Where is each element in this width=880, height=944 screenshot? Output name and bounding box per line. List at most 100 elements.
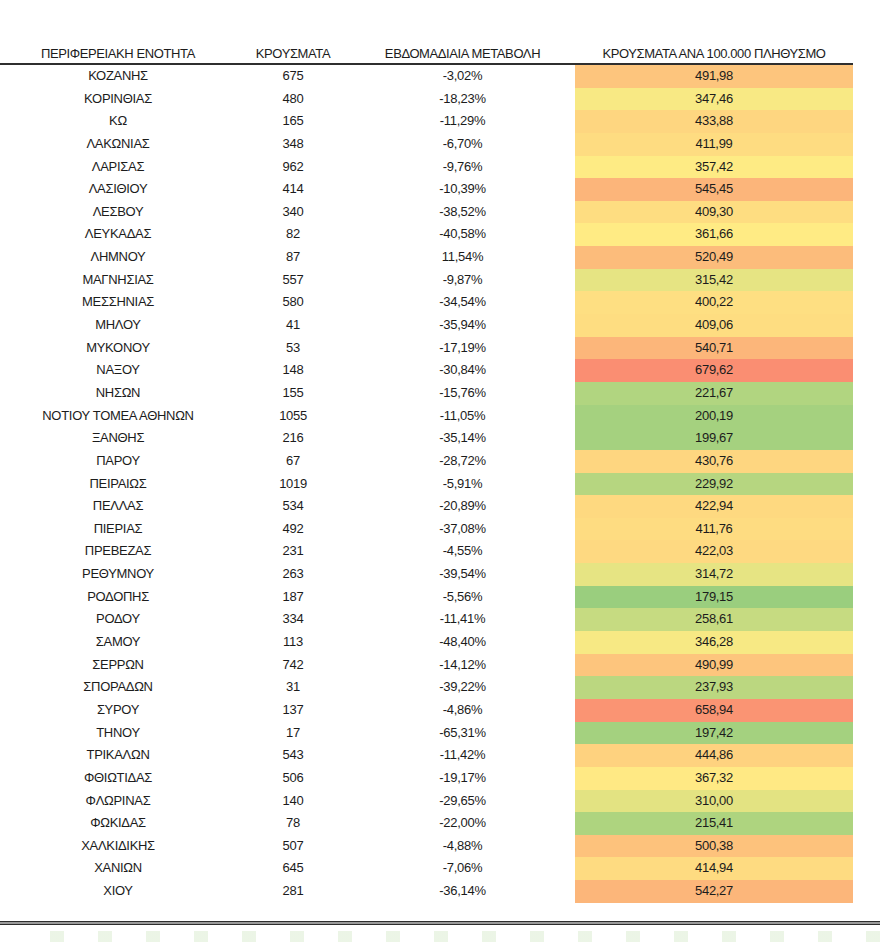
regional-cases-table: ΠΕΡΙΦΕΡΕΙΑΚΗ ΕΝΟΤΗΤΑ ΚΡΟΥΣΜΑΤΑ ΕΒΔΟΜΑΔΙΑ… xyxy=(0,0,853,903)
region-name-cell: ΚΟΡΙΝΘΙΑΣ xyxy=(0,88,236,111)
column-header-cases: ΚΡΟΥΣΜΑΤΑ xyxy=(236,46,350,61)
cases-cell: 187 xyxy=(236,586,350,609)
per-100k-cell: 422,94 xyxy=(575,495,853,518)
weekly-change-cell: -39,22% xyxy=(350,676,575,699)
weekly-change-cell: -65,31% xyxy=(350,722,575,745)
weekly-change-cell: -5,91% xyxy=(350,473,575,496)
covid-regional-table-page: ΠΕΡΙΦΕΡΕΙΑΚΗ ΕΝΟΤΗΤΑ ΚΡΟΥΣΜΑΤΑ ΕΒΔΟΜΑΔΙΑ… xyxy=(0,0,880,944)
weekly-change-cell: -38,52% xyxy=(350,201,575,224)
weekly-change-cell: -4,88% xyxy=(350,835,575,858)
table-row: ΡΕΘΥΜΝΟΥ263-39,54%314,72 xyxy=(0,563,853,586)
table-row: ΠΡΕΒΕΖΑΣ231-4,55%422,03 xyxy=(0,540,853,563)
table-row: ΛΑΡΙΣΑΣ962-9,76%357,42 xyxy=(0,156,853,179)
cases-cell: 962 xyxy=(236,156,350,179)
table-row: ΠΕΛΛΑΣ534-20,89%422,94 xyxy=(0,495,853,518)
cases-cell: 82 xyxy=(236,223,350,246)
weekly-change-cell: -22,00% xyxy=(350,812,575,835)
per-100k-cell: 400,22 xyxy=(575,291,853,314)
cases-cell: 480 xyxy=(236,88,350,111)
cases-cell: 675 xyxy=(236,65,350,88)
table-row: ΚΩ165-11,29%433,88 xyxy=(0,110,853,133)
per-100k-cell: 411,99 xyxy=(575,133,853,156)
cases-cell: 414 xyxy=(236,178,350,201)
table-row: ΝΑΞΟΥ148-30,84%679,62 xyxy=(0,359,853,382)
per-100k-cell: 361,66 xyxy=(575,223,853,246)
weekly-change-cell: -40,58% xyxy=(350,223,575,246)
table-row: ΣΠΟΡΑΔΩΝ31-39,22%237,93 xyxy=(0,676,853,699)
region-name-cell: ΛΑΚΩΝΙΑΣ xyxy=(0,133,236,156)
per-100k-cell: 545,45 xyxy=(575,178,853,201)
table-row: ΤΗΝΟΥ17-65,31%197,42 xyxy=(0,722,853,745)
weekly-change-cell: -5,56% xyxy=(350,586,575,609)
weekly-change-cell: -30,84% xyxy=(350,359,575,382)
weekly-change-cell: -10,39% xyxy=(350,178,575,201)
cases-cell: 580 xyxy=(236,291,350,314)
table-row: ΣΕΡΡΩΝ742-14,12%490,99 xyxy=(0,654,853,677)
table-row: ΛΕΣΒΟΥ340-38,52%409,30 xyxy=(0,201,853,224)
cases-cell: 557 xyxy=(236,269,350,292)
per-100k-cell: 258,61 xyxy=(575,608,853,631)
cases-cell: 492 xyxy=(236,518,350,541)
per-100k-cell: 491,98 xyxy=(575,65,853,88)
per-100k-cell: 237,93 xyxy=(575,676,853,699)
weekly-change-cell: -6,70% xyxy=(350,133,575,156)
weekly-change-cell: -29,65% xyxy=(350,790,575,813)
region-name-cell: ΜΕΣΣΗΝΙΑΣ xyxy=(0,291,236,314)
region-name-cell: ΧΑΛΚΙΔΙΚΗΣ xyxy=(0,835,236,858)
region-name-cell: ΛΗΜΝΟΥ xyxy=(0,246,236,269)
table-row: ΠΙΕΡΙΑΣ492-37,08%411,76 xyxy=(0,518,853,541)
cases-cell: 506 xyxy=(236,767,350,790)
table-row: ΦΩΚΙΔΑΣ78-22,00%215,41 xyxy=(0,812,853,835)
per-100k-cell: 215,41 xyxy=(575,812,853,835)
cases-cell: 17 xyxy=(236,722,350,745)
weekly-change-cell: -4,86% xyxy=(350,699,575,722)
region-name-cell: ΜΑΓΝΗΣΙΑΣ xyxy=(0,269,236,292)
bottom-rule xyxy=(0,921,880,925)
table-row: ΧΑΝΙΩΝ645-7,06%414,94 xyxy=(0,857,853,880)
weekly-change-cell: -9,76% xyxy=(350,156,575,179)
table-row: ΝΟΤΙΟΥ ΤΟΜΕΑ ΑΘΗΝΩΝ1055-11,05%200,19 xyxy=(0,405,853,428)
table-row: ΛΑΣΙΘΙΟΥ414-10,39%545,45 xyxy=(0,178,853,201)
region-name-cell: ΛΕΣΒΟΥ xyxy=(0,201,236,224)
table-row: ΣΑΜΟΥ113-48,40%346,28 xyxy=(0,631,853,654)
table-row: ΠΕΙΡΑΙΩΣ1019-5,91%229,92 xyxy=(0,473,853,496)
region-name-cell: ΠΕΛΛΑΣ xyxy=(0,495,236,518)
per-100k-cell: 433,88 xyxy=(575,110,853,133)
region-name-cell: ΣΑΜΟΥ xyxy=(0,631,236,654)
region-name-cell: ΚΩ xyxy=(0,110,236,133)
region-name-cell: ΦΩΚΙΔΑΣ xyxy=(0,812,236,835)
region-name-cell: ΝΗΣΩΝ xyxy=(0,382,236,405)
weekly-change-cell: -15,76% xyxy=(350,382,575,405)
table-row: ΣΥΡΟΥ137-4,86%658,94 xyxy=(0,699,853,722)
per-100k-cell: 199,67 xyxy=(575,427,853,450)
table-row: ΦΛΩΡΙΝΑΣ140-29,65%310,00 xyxy=(0,790,853,813)
region-name-cell: ΤΗΝΟΥ xyxy=(0,722,236,745)
region-name-cell: ΠΡΕΒΕΖΑΣ xyxy=(0,540,236,563)
per-100k-cell: 315,42 xyxy=(575,269,853,292)
weekly-change-cell: -28,72% xyxy=(350,450,575,473)
per-100k-cell: 679,62 xyxy=(575,359,853,382)
per-100k-cell: 367,32 xyxy=(575,767,853,790)
region-name-cell: ΛΑΡΙΣΑΣ xyxy=(0,156,236,179)
weekly-change-cell: -11,42% xyxy=(350,744,575,767)
region-name-cell: ΝΑΞΟΥ xyxy=(0,359,236,382)
cases-cell: 348 xyxy=(236,133,350,156)
column-header-weekly-change: ΕΒΔΟΜΑΔΙΑΙΑ ΜΕΤΑΒΟΛΗ xyxy=(350,46,575,61)
table-row: ΝΗΣΩΝ155-15,76%221,67 xyxy=(0,382,853,405)
cases-cell: 742 xyxy=(236,654,350,677)
weekly-change-cell: -34,54% xyxy=(350,291,575,314)
per-100k-cell: 658,94 xyxy=(575,699,853,722)
weekly-change-cell: -14,12% xyxy=(350,654,575,677)
cases-cell: 263 xyxy=(236,563,350,586)
region-name-cell: ΧΑΝΙΩΝ xyxy=(0,857,236,880)
per-100k-cell: 310,00 xyxy=(575,790,853,813)
region-name-cell: ΧΙΟΥ xyxy=(0,880,236,903)
per-100k-cell: 520,49 xyxy=(575,246,853,269)
cases-cell: 31 xyxy=(236,676,350,699)
per-100k-cell: 200,19 xyxy=(575,405,853,428)
table-row: ΤΡΙΚΑΛΩΝ543-11,42%444,86 xyxy=(0,744,853,767)
column-header-region: ΠΕΡΙΦΕΡΕΙΑΚΗ ΕΝΟΤΗΤΑ xyxy=(0,46,236,61)
region-name-cell: ΠΑΡΟΥ xyxy=(0,450,236,473)
per-100k-cell: 430,76 xyxy=(575,450,853,473)
table-row: ΛΑΚΩΝΙΑΣ348-6,70%411,99 xyxy=(0,133,853,156)
